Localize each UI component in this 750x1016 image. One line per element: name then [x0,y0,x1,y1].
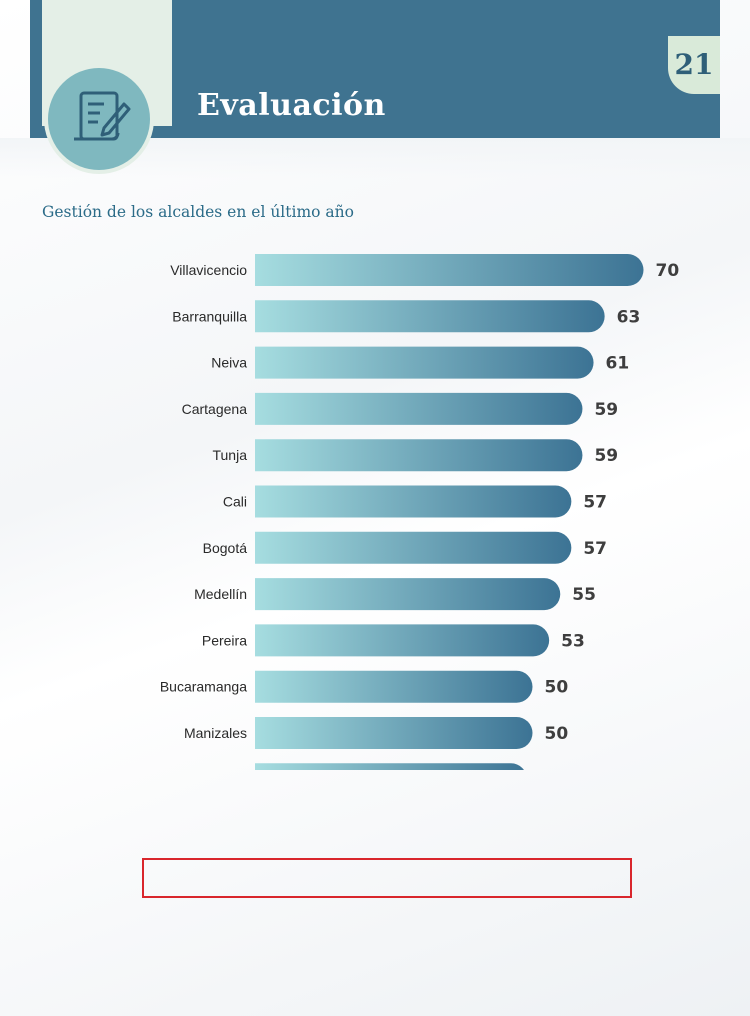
bar-chart: Villavicencio 70 Barranquilla 63 Neiva 61 Cart… [160,254,680,770]
value-label: 53 [561,631,585,651]
bar [255,670,533,703]
bar [255,531,572,564]
value-label: 59 [594,400,618,420]
page-title: Evaluación [197,88,386,123]
bar [255,254,644,286]
bar [255,300,605,333]
highlight-box-ibague [142,858,632,898]
page-number: 21 [668,36,720,94]
value-label: 63 [617,307,641,327]
chart-title: Gestión de los alcaldes en el último año [42,203,354,221]
bar [255,763,524,770]
category-label: Cali [223,494,247,510]
document-pen-icon [48,68,150,170]
category-label: Neiva [211,355,247,371]
value-label: 61 [606,354,630,374]
category-label: Cartagena [182,401,248,417]
bar [255,392,583,425]
value-label: 57 [583,539,607,559]
value-label: 59 [594,446,618,466]
bar [255,439,583,472]
value-label: 50 [545,678,569,698]
category-label: Bucaramanga [160,679,247,695]
bar [255,578,561,611]
category-label: Medellín [194,586,247,602]
bar [255,485,572,518]
value-label: 57 [583,493,607,513]
category-label: Barranquilla [172,308,247,324]
value-label: 55 [572,585,596,605]
value-label: 50 [545,724,569,744]
category-label: Manizales [184,725,247,741]
bar [255,346,594,379]
category-label: Tunja [212,447,247,463]
category-label: Pereira [202,632,247,648]
bar [255,717,533,749]
category-label: Bogotá [203,540,248,556]
value-label: 70 [656,261,680,281]
bar [255,624,550,657]
category-label: Villavicencio [170,262,247,278]
